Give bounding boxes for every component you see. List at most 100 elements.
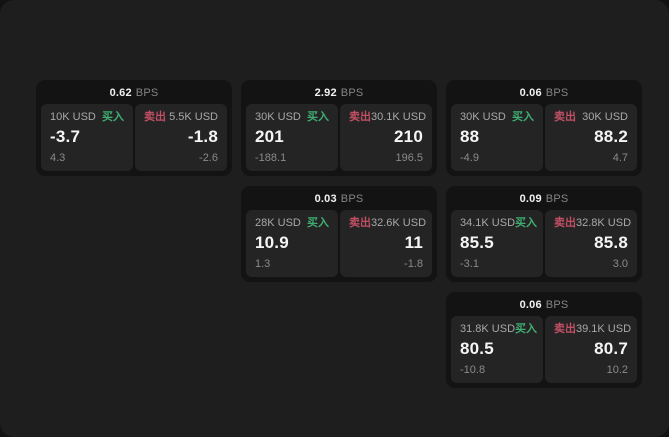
buy-panel-header: 30K USD 买入 <box>460 111 534 124</box>
card-header: 0.06 BPS <box>451 296 637 313</box>
sell-panel-header: 卖出 32.8K USD <box>554 217 632 230</box>
panel-row: 30K USD 买入 88 -4.9 卖出 30K USD 88.2 4.7 <box>451 104 637 171</box>
buy-side-label: 买入 <box>515 217 538 229</box>
sell-price: -1.8 <box>187 127 218 146</box>
panel-row: 31.8K USD 买入 80.5 -10.8 卖出 39.1K USD 80.… <box>451 316 637 383</box>
sell-amount: 30K USD <box>582 111 628 123</box>
buy-delta: -10.8 <box>460 364 486 376</box>
buy-panel-header: 28K USD 买入 <box>255 217 329 230</box>
quote-card: 0.03 BPS 28K USD 买入 10.9 1.3 卖出 32.6K US… <box>241 186 437 282</box>
buy-amount: 30K USD <box>255 111 301 123</box>
buy-delta: 4.3 <box>50 152 66 164</box>
sell-panel[interactable]: 卖出 5.5K USD -1.8 -2.6 <box>135 104 227 171</box>
sell-delta: 4.7 <box>612 152 628 164</box>
buy-amount: 10K USD <box>50 111 96 123</box>
card-header: 0.06 BPS <box>451 84 637 101</box>
sell-panel[interactable]: 卖出 30.1K USD 210 196.5 <box>340 104 432 171</box>
buy-amount: 30K USD <box>460 111 506 123</box>
sell-price: 85.8 <box>594 233 628 252</box>
bps-value: 0.62 <box>109 86 132 99</box>
buy-panel[interactable]: 28K USD 买入 10.9 1.3 <box>246 210 338 277</box>
quote-card: 2.92 BPS 30K USD 买入 201 -188.1 卖出 30.1K … <box>241 80 437 176</box>
sell-amount: 30.1K USD <box>371 111 427 123</box>
sell-delta: -1.8 <box>404 258 423 270</box>
sell-price: 88.2 <box>594 127 628 146</box>
sell-side-label: 卖出 <box>554 111 576 123</box>
sell-price: 210 <box>394 127 423 146</box>
sell-side-label: 卖出 <box>554 217 576 229</box>
sell-panel-header: 卖出 5.5K USD <box>144 111 218 124</box>
sell-panel-header: 卖出 39.1K USD <box>554 323 632 336</box>
buy-side-label: 买入 <box>307 111 329 123</box>
sell-side-label: 卖出 <box>349 111 371 123</box>
panel-row: 34.1K USD 买入 85.5 -3.1 卖出 32.8K USD 85.8… <box>451 210 637 277</box>
sell-price: 80.7 <box>594 339 628 358</box>
buy-panel-header: 31.8K USD 买入 <box>460 323 538 336</box>
sell-delta: -2.6 <box>199 152 218 164</box>
bps-unit-label: BPS <box>340 86 364 99</box>
bps-value: 0.09 <box>519 192 542 205</box>
bps-value: 2.92 <box>314 86 337 99</box>
sell-panel[interactable]: 卖出 30K USD 88.2 4.7 <box>545 104 637 171</box>
card-header: 2.92 BPS <box>246 84 432 101</box>
bps-unit-label: BPS <box>545 298 569 311</box>
sell-amount: 5.5K USD <box>169 111 218 123</box>
quote-card: 0.06 BPS 30K USD 买入 88 -4.9 卖出 30K USD 8… <box>446 80 642 176</box>
buy-price: 10.9 <box>255 233 289 252</box>
buy-side-label: 买入 <box>102 111 124 123</box>
sell-side-label: 卖出 <box>349 217 371 229</box>
buy-amount: 28K USD <box>255 217 301 229</box>
buy-panel[interactable]: 30K USD 买入 201 -188.1 <box>246 104 338 171</box>
bps-value: 0.03 <box>314 192 337 205</box>
panel-row: 28K USD 买入 10.9 1.3 卖出 32.6K USD 11 -1.8 <box>246 210 432 277</box>
card-header: 0.09 BPS <box>451 190 637 207</box>
sell-panel-header: 卖出 30.1K USD <box>349 111 427 124</box>
sell-side-label: 卖出 <box>144 111 166 123</box>
buy-delta: -188.1 <box>255 152 287 164</box>
buy-side-label: 买入 <box>307 217 329 229</box>
panel-row: 30K USD 买入 201 -188.1 卖出 30.1K USD 210 1… <box>246 104 432 171</box>
buy-price: 85.5 <box>460 233 494 252</box>
buy-price: 80.5 <box>460 339 494 358</box>
card-header: 0.03 BPS <box>246 190 432 207</box>
sell-delta: 196.5 <box>395 152 423 164</box>
quote-card: 0.62 BPS 10K USD 买入 -3.7 4.3 卖出 5.5K USD… <box>36 80 232 176</box>
buy-delta: -3.1 <box>460 258 479 270</box>
quote-card: 0.06 BPS 31.8K USD 买入 80.5 -10.8 卖出 39.1… <box>446 292 642 388</box>
sell-delta: 3.0 <box>612 258 628 270</box>
bps-unit-label: BPS <box>340 192 364 205</box>
sell-amount: 32.8K USD <box>576 217 632 229</box>
buy-panel[interactable]: 10K USD 买入 -3.7 4.3 <box>41 104 133 171</box>
sell-side-label: 卖出 <box>554 323 576 335</box>
bps-value: 0.06 <box>519 298 542 311</box>
sell-panel[interactable]: 卖出 39.1K USD 80.7 10.2 <box>545 316 637 383</box>
buy-panel[interactable]: 34.1K USD 买入 85.5 -3.1 <box>451 210 543 277</box>
bps-unit-label: BPS <box>545 86 569 99</box>
sell-amount: 39.1K USD <box>576 323 632 335</box>
sell-panel[interactable]: 卖出 32.8K USD 85.8 3.0 <box>545 210 637 277</box>
buy-delta: 1.3 <box>255 258 271 270</box>
sell-panel[interactable]: 卖出 32.6K USD 11 -1.8 <box>340 210 432 277</box>
sell-amount: 32.6K USD <box>371 217 427 229</box>
buy-panel-header: 10K USD 买入 <box>50 111 124 124</box>
buy-amount: 31.8K USD <box>460 323 516 335</box>
buy-panel-header: 34.1K USD 买入 <box>460 217 538 230</box>
buy-price: -3.7 <box>50 127 81 146</box>
buy-price: 201 <box>255 127 284 146</box>
quote-card: 0.09 BPS 34.1K USD 买入 85.5 -3.1 卖出 32.8K… <box>446 186 642 282</box>
sell-panel-header: 卖出 30K USD <box>554 111 628 124</box>
sell-delta: 10.2 <box>606 364 628 376</box>
buy-panel[interactable]: 31.8K USD 买入 80.5 -10.8 <box>451 316 543 383</box>
buy-amount: 34.1K USD <box>460 217 516 229</box>
panel-row: 10K USD 买入 -3.7 4.3 卖出 5.5K USD -1.8 -2.… <box>41 104 227 171</box>
buy-price: 88 <box>460 127 480 146</box>
card-header: 0.62 BPS <box>41 84 227 101</box>
sell-price: 11 <box>404 233 423 252</box>
bps-unit-label: BPS <box>135 86 159 99</box>
buy-panel[interactable]: 30K USD 买入 88 -4.9 <box>451 104 543 171</box>
bps-value: 0.06 <box>519 86 542 99</box>
buy-side-label: 买入 <box>515 323 538 335</box>
bps-unit-label: BPS <box>545 192 569 205</box>
sell-panel-header: 卖出 32.6K USD <box>349 217 427 230</box>
